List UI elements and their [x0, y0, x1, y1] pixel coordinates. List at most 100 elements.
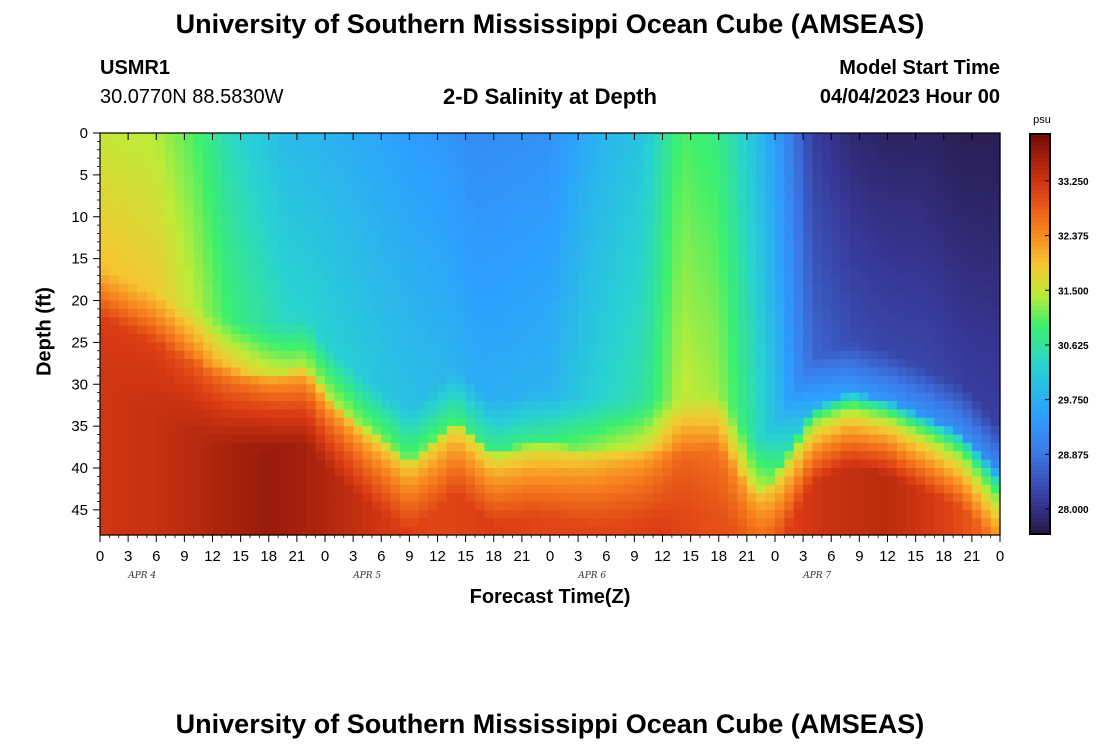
heatmap-cell — [400, 518, 410, 528]
heatmap-cell — [784, 283, 795, 293]
heatmap-cell — [278, 342, 289, 352]
heatmap-cell — [240, 375, 251, 385]
heatmap-cell — [812, 308, 823, 318]
heatmap-cell — [840, 459, 851, 469]
heatmap-cell — [259, 392, 270, 402]
colorbar-segment — [1030, 506, 1050, 511]
heatmap-cell — [521, 258, 532, 268]
heatmap-cell — [193, 241, 204, 251]
heatmap-cell — [540, 384, 551, 394]
heatmap-cell — [550, 133, 560, 142]
heatmap-cell — [653, 325, 664, 335]
heatmap-cell — [137, 501, 148, 511]
heatmap-cell — [615, 484, 626, 494]
heatmap-cell — [221, 233, 232, 243]
heatmap-cell — [137, 409, 148, 419]
heatmap-cell — [700, 426, 710, 436]
heatmap-cell — [587, 258, 598, 268]
heatmap-cell — [578, 434, 589, 444]
heatmap-cell — [381, 158, 392, 168]
heatmap-cell — [146, 166, 157, 176]
heatmap-cell — [128, 501, 139, 511]
heatmap-cell — [568, 501, 579, 511]
heatmap-cell — [625, 434, 635, 444]
heatmap-cell — [953, 233, 964, 243]
heatmap-cell — [437, 149, 448, 159]
heatmap-cell — [409, 409, 420, 419]
heatmap-cell — [821, 451, 832, 461]
heatmap-cell — [746, 493, 757, 503]
heatmap-cell — [596, 493, 607, 503]
heatmap-cell — [709, 208, 720, 218]
heatmap-cell — [850, 208, 860, 218]
heatmap-cell — [596, 442, 607, 452]
heatmap-cell — [634, 308, 645, 318]
heatmap-cell — [915, 191, 926, 201]
heatmap-cell — [596, 367, 607, 377]
heatmap-cell — [728, 133, 739, 142]
heatmap-cell — [596, 149, 607, 159]
heatmap-cell — [493, 468, 504, 477]
heatmap-cell — [803, 208, 814, 218]
heatmap-cell — [662, 468, 673, 477]
heatmap-cell — [212, 417, 223, 427]
heatmap-cell — [906, 158, 917, 168]
heatmap-cell — [221, 292, 232, 302]
heatmap-cell — [868, 375, 879, 385]
heatmap-cell — [559, 258, 570, 268]
heatmap-cell — [362, 367, 373, 377]
heatmap-cell — [146, 476, 157, 486]
heatmap-cell — [193, 275, 204, 285]
heatmap-cell — [550, 509, 560, 519]
heatmap-cell — [765, 267, 776, 276]
heatmap-cell — [746, 317, 757, 327]
heatmap-cell — [503, 225, 514, 235]
heatmap-cell — [878, 451, 889, 461]
heatmap-cell — [925, 325, 935, 335]
heatmap-cell — [850, 267, 860, 276]
heatmap-cell — [596, 384, 607, 394]
colorbar-segment — [1030, 206, 1050, 211]
heatmap-cell — [925, 484, 935, 494]
heatmap-cell — [681, 518, 692, 528]
heatmap-cell — [915, 401, 926, 410]
heatmap-cell — [821, 426, 832, 436]
heatmap-cell — [653, 308, 664, 318]
heatmap-cell — [128, 225, 139, 235]
heatmap-cell — [334, 417, 345, 427]
heatmap-cell — [718, 359, 729, 369]
heatmap-cell — [578, 216, 589, 226]
heatmap-cell — [390, 241, 401, 251]
heatmap-cell — [343, 225, 354, 235]
heatmap-cell — [268, 258, 279, 268]
heatmap-cell — [428, 392, 439, 402]
heatmap-cell — [643, 208, 654, 218]
heatmap-cell — [690, 426, 701, 436]
heatmap-cell — [296, 334, 307, 343]
heatmap-cell — [943, 509, 954, 519]
heatmap-cell — [765, 133, 776, 142]
heatmap-cell — [925, 359, 935, 369]
heatmap-cell — [343, 476, 354, 486]
heatmap-cell — [840, 141, 851, 151]
heatmap-cell — [662, 317, 673, 327]
heatmap-cell — [775, 149, 785, 159]
heatmap-cell — [446, 267, 457, 276]
heatmap-cell — [446, 334, 457, 343]
heatmap-cell — [859, 166, 870, 176]
heatmap-cell — [250, 233, 260, 243]
heatmap-cell — [128, 258, 139, 268]
heatmap-cell — [390, 476, 401, 486]
heatmap-cell — [531, 275, 542, 285]
heatmap-cell — [315, 426, 326, 436]
heatmap-cell — [334, 518, 345, 528]
heatmap-cell — [156, 392, 167, 402]
heatmap-cell — [981, 208, 992, 218]
heatmap-cell — [868, 208, 879, 218]
heatmap-cell — [709, 509, 720, 519]
heatmap-cell — [653, 384, 664, 394]
heatmap-cell — [287, 133, 298, 142]
heatmap-cell — [859, 384, 870, 394]
heatmap-cell — [737, 174, 748, 184]
heatmap-cell — [878, 359, 889, 369]
